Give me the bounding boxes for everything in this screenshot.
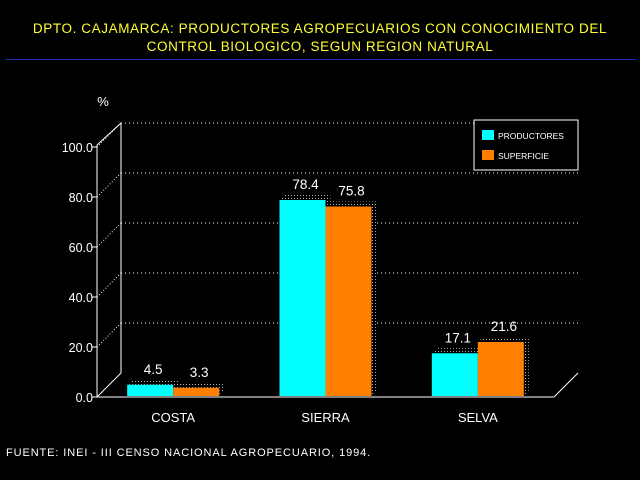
title-divider <box>6 59 636 60</box>
legend: PRODUCTORES SUPERFICIE <box>473 119 579 171</box>
legend-label: PRODUCTORES <box>498 131 564 141</box>
bar-superficie-selva: 21.6 <box>477 319 529 396</box>
bar-productores-sierra: 78.4 <box>279 177 331 396</box>
source-note: FUENTE: INEI - III CENSO NACIONAL AGROPE… <box>6 447 372 459</box>
legend-swatch <box>482 130 494 140</box>
bar-top-face <box>477 337 529 342</box>
y-tick-label: 100.0 <box>62 141 93 155</box>
grid-diagonal <box>96 222 122 248</box>
grid-diagonal <box>96 322 122 348</box>
bar-top-face <box>173 382 225 388</box>
data-label: 3.3 <box>190 365 209 380</box>
y-axis-ticks: 0.0 20.0 40.0 60.0 80.0 100.0 <box>62 141 97 405</box>
y-tick-label: 0.0 <box>76 391 93 405</box>
bar-front-face <box>279 200 326 396</box>
bar-chart: 0.0 20.0 40.0 60.0 80.0 100.0 4.5 3.3 78.4 75.8 1… <box>62 94 579 425</box>
y-tick-label: 80.0 <box>69 191 93 205</box>
y-axis-label: % <box>97 94 109 109</box>
y-tick-label: 40.0 <box>69 291 93 305</box>
bar-front-face <box>477 342 524 396</box>
bar-top-face <box>431 348 483 354</box>
bar-front-face <box>173 387 220 396</box>
legend-swatch <box>482 150 494 160</box>
chart-title: DPTO. CAJAMARCA: PRODUCTORES AGROPECUARI… <box>0 20 640 56</box>
top-side-edge <box>96 122 122 146</box>
bar-productores-costa: 4.5 <box>127 362 179 396</box>
bar-front-face <box>431 353 478 396</box>
bar-side-face <box>371 201 377 396</box>
bar-top-face <box>325 201 377 207</box>
chart-title-line-1: DPTO. CAJAMARCA: PRODUCTORES AGROPECUARI… <box>32 21 608 36</box>
floor-right-edge <box>553 372 579 398</box>
floor-left-edge <box>96 372 122 398</box>
data-label: 4.5 <box>144 362 163 377</box>
bar-superficie-sierra: 75.8 <box>325 184 377 396</box>
bar-front-face <box>325 206 372 396</box>
data-label: 75.8 <box>338 184 364 199</box>
legend-label: SUPERFICIE <box>498 151 549 161</box>
chart-title-line-2: CONTROL BIOLOGICO, SEGUN REGION NATURAL <box>146 39 494 54</box>
y-tick-label: 60.0 <box>69 241 93 255</box>
bar-productores-selva: 17.1 <box>431 330 483 396</box>
chart-frame <box>96 122 579 398</box>
legend-box <box>473 119 579 171</box>
x-tick-label: COSTA <box>151 410 195 425</box>
bar-top-face <box>279 195 331 200</box>
bar-top-face <box>127 379 179 385</box>
x-tick-label: SELVA <box>458 410 498 425</box>
bars: 4.5 3.3 78.4 75.8 17.1 21.6 <box>127 177 529 396</box>
data-label: 78.4 <box>292 177 319 192</box>
bar-superficie-costa: 3.3 <box>173 365 225 396</box>
grid-diagonal <box>96 172 122 198</box>
bar-side-face <box>523 337 529 396</box>
bar-side-face <box>219 382 225 396</box>
data-label: 17.1 <box>445 330 471 345</box>
data-label: 21.6 <box>491 319 517 334</box>
bar-front-face <box>127 384 174 396</box>
y-tick-label: 20.0 <box>69 341 93 355</box>
x-axis-labels: COSTA SIERRA SELVA <box>151 410 498 425</box>
x-tick-label: SIERRA <box>301 410 350 425</box>
grid-diagonal <box>96 272 122 298</box>
